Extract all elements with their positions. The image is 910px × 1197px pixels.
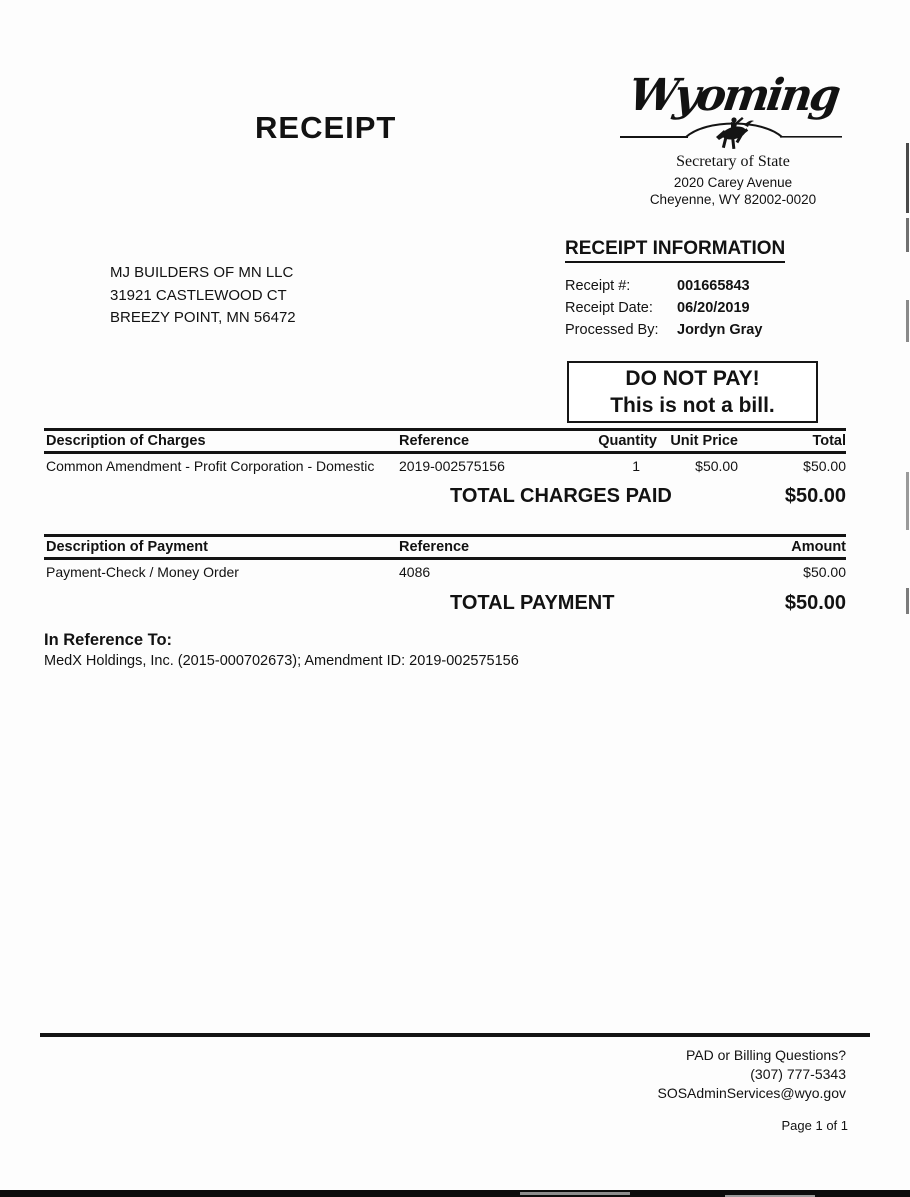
charges-header-reference: Reference bbox=[399, 433, 470, 449]
logo-address: 2020 Carey Avenue Cheyenne, WY 82002-002… bbox=[608, 174, 858, 208]
footer-questions-line: PAD or Billing Questions? bbox=[685, 1047, 846, 1063]
recipient-city: BREEZY POINT, MN 56472 bbox=[110, 309, 296, 326]
recipient-name: MJ BUILDERS OF MN LLC bbox=[110, 264, 294, 281]
horse-and-rider-silhouette bbox=[716, 117, 754, 150]
scan-artifact-right-edge-5 bbox=[906, 588, 909, 614]
total-payment-label: TOTAL PAYMENT bbox=[450, 592, 615, 614]
footer-contact-block: PAD or Billing Questions? (307) 777-5343… bbox=[420, 1046, 846, 1103]
receipt-fields: Receipt #: 001665843 Receipt Date: 06/20… bbox=[565, 275, 865, 341]
payments-header-description: Description of Payment bbox=[46, 539, 208, 555]
scan-artifact-right-edge-4 bbox=[906, 472, 909, 530]
in-reference-to-heading: In Reference To: bbox=[44, 631, 173, 649]
charge-total: $50.00 bbox=[803, 458, 846, 474]
scan-artifact-bottom-gap bbox=[520, 1192, 630, 1195]
recipient-street: 31921 CASTLEWOOD CT bbox=[110, 286, 287, 304]
receipt-number-row: Receipt #: 001665843 bbox=[565, 275, 865, 297]
wyoming-script-wordmark: Wyoming bbox=[625, 70, 841, 121]
charges-header-total: Total bbox=[812, 433, 846, 449]
scan-artifact-bottom-gap2 bbox=[725, 1195, 815, 1197]
total-charges-paid-value: $50.00 bbox=[784, 485, 846, 507]
charges-header-unit-price: Unit Price bbox=[670, 433, 738, 449]
processed-by-value: Jordyn Gray bbox=[677, 322, 763, 338]
payments-header-bottom-rule bbox=[44, 557, 846, 560]
scan-artifact-right-edge-3 bbox=[906, 300, 909, 342]
total-charges-paid-label: TOTAL CHARGES PAID bbox=[450, 485, 672, 507]
logo-address-line2: Cheyenne, WY 82002-0020 bbox=[649, 192, 817, 207]
payment-reference: 4086 bbox=[399, 564, 431, 580]
do-not-pay-line1: DO NOT PAY! bbox=[625, 367, 760, 390]
payments-table-top-rule bbox=[44, 534, 846, 537]
receipt-date-row: Receipt Date: 06/20/2019 bbox=[565, 297, 865, 319]
receipt-date-value: 06/20/2019 bbox=[677, 300, 750, 316]
charge-reference: 2019-002575156 bbox=[399, 458, 505, 474]
charge-unit-price: $50.00 bbox=[695, 458, 738, 474]
bucking-horse-icon bbox=[620, 117, 842, 150]
payments-header-reference: Reference bbox=[399, 539, 470, 555]
scan-artifact-right-edge-1 bbox=[906, 143, 909, 213]
logo-org-name: Secretary of State bbox=[676, 153, 790, 170]
page-title: RECEIPT bbox=[255, 110, 397, 145]
charges-header-bottom-rule bbox=[44, 451, 846, 454]
payments-header-amount: Amount bbox=[791, 539, 846, 555]
footer-phone: (307) 777-5343 bbox=[750, 1066, 846, 1082]
charges-table-top-rule bbox=[44, 428, 846, 431]
do-not-pay-notice: DO NOT PAY! This is not a bill. bbox=[567, 361, 818, 423]
charge-description: Common Amendment - Profit Corporation - … bbox=[46, 458, 375, 474]
do-not-pay-line2: This is not a bill. bbox=[610, 394, 775, 417]
processed-by-row: Processed By: Jordyn Gray bbox=[565, 319, 865, 341]
receipt-information-heading: RECEIPT INFORMATION bbox=[565, 238, 786, 263]
charges-header-quantity: Quantity bbox=[598, 433, 657, 449]
in-reference-to-text: MedX Holdings, Inc. (2015-000702673); Am… bbox=[44, 653, 519, 669]
footer-email: SOSAdminServices@wyo.gov bbox=[657, 1085, 846, 1101]
receipt-date-label: Receipt Date: bbox=[565, 300, 653, 316]
scan-artifact-right-edge-2 bbox=[906, 218, 909, 252]
wyoming-sos-logo: Wyoming Secretary of State 2020 Carey Av… bbox=[608, 70, 858, 208]
charges-header-description: Description of Charges bbox=[46, 433, 206, 449]
processed-by-label: Processed By: bbox=[565, 322, 659, 338]
payment-amount: $50.00 bbox=[803, 564, 846, 580]
page-number: Page 1 of 1 bbox=[781, 1118, 849, 1133]
receipt-information-section: RECEIPT INFORMATION Receipt #: 001665843… bbox=[565, 238, 865, 341]
total-payment-value: $50.00 bbox=[784, 592, 846, 614]
payment-description: Payment-Check / Money Order bbox=[46, 564, 239, 580]
logo-address-line1: 2020 Carey Avenue bbox=[673, 175, 793, 190]
scan-artifact-bottom-bar bbox=[0, 1190, 910, 1197]
charge-quantity: 1 bbox=[632, 458, 640, 474]
recipient-address: MJ BUILDERS OF MN LLC 31921 CASTLEWOOD C… bbox=[110, 262, 296, 330]
receipt-number-label: Receipt #: bbox=[565, 278, 631, 294]
receipt-number-value: 001665843 bbox=[677, 278, 750, 294]
footer-rule bbox=[40, 1033, 870, 1037]
